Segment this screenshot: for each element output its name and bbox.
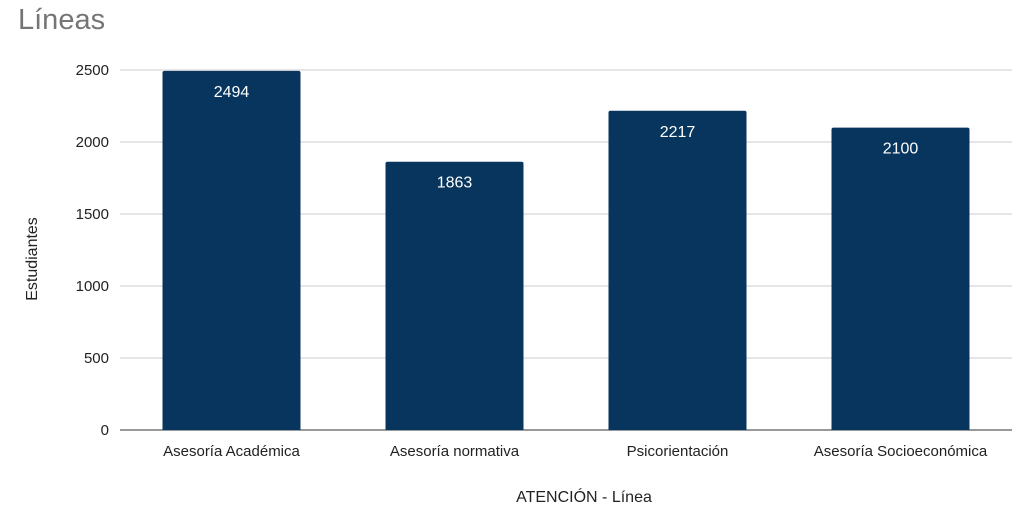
bar bbox=[832, 128, 970, 430]
x-tick-label: Asesoría Académica bbox=[163, 443, 300, 460]
y-tick-label: 500 bbox=[84, 350, 109, 367]
x-tick-label: Asesoría normativa bbox=[390, 443, 520, 460]
data-label: 1863 bbox=[437, 175, 473, 192]
data-label: 2494 bbox=[214, 84, 250, 101]
bar bbox=[609, 111, 747, 430]
y-tick-label: 0 bbox=[101, 422, 109, 439]
bar bbox=[163, 71, 301, 430]
y-tick-label: 2500 bbox=[76, 62, 109, 79]
x-axis-title: ATENCIÓN - Línea bbox=[516, 487, 652, 506]
x-tick-label: Asesoría Socioeconómica bbox=[814, 443, 988, 460]
y-axis-title: Estudiantes bbox=[24, 217, 41, 301]
y-tick-label: 2000 bbox=[76, 134, 109, 151]
x-tick-label: Psicorientación bbox=[627, 443, 729, 460]
data-label: 2217 bbox=[660, 124, 696, 141]
y-tick-label: 1000 bbox=[76, 278, 109, 295]
bars bbox=[163, 71, 970, 430]
y-tick-label: 1500 bbox=[76, 206, 109, 223]
data-label: 2100 bbox=[883, 141, 919, 158]
bar bbox=[386, 162, 524, 430]
